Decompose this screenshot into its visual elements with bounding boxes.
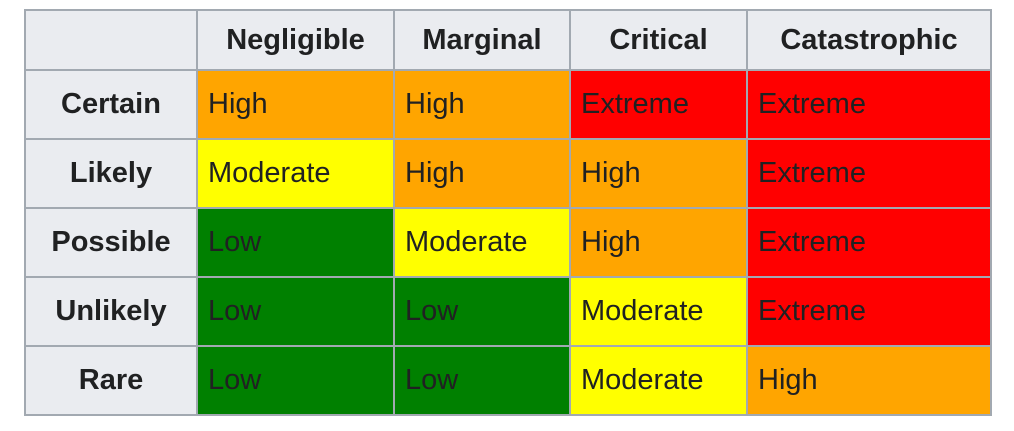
risk-cell: High [393,69,571,140]
matrix-row-possible: Possible Low Moderate High Extreme [24,207,992,278]
risk-matrix-table: Negligible Marginal Critical Catastrophi… [24,9,992,416]
row-label-possible: Possible [24,207,198,278]
risk-cell: High [196,69,395,140]
risk-cell: High [569,138,748,209]
risk-cell: Low [393,345,571,416]
row-label-unlikely: Unlikely [24,276,198,347]
risk-cell: High [393,138,571,209]
risk-cell: Moderate [569,345,748,416]
column-header-catastrophic: Catastrophic [746,9,992,71]
column-header-negligible: Negligible [196,9,395,71]
row-label-rare: Rare [24,345,198,416]
risk-cell: Moderate [569,276,748,347]
risk-cell: Extreme [746,276,992,347]
risk-cell: Low [196,276,395,347]
row-label-likely: Likely [24,138,198,209]
risk-cell: Moderate [393,207,571,278]
risk-cell: Low [393,276,571,347]
risk-cell: Low [196,207,395,278]
risk-cell: Extreme [746,138,992,209]
risk-cell: Moderate [196,138,395,209]
matrix-row-rare: Rare Low Low Moderate High [24,345,992,416]
matrix-row-certain: Certain High High Extreme Extreme [24,69,992,140]
matrix-row-likely: Likely Moderate High High Extreme [24,138,992,209]
risk-cell: High [569,207,748,278]
corner-cell [24,9,198,71]
risk-cell: High [746,345,992,416]
row-label-certain: Certain [24,69,198,140]
risk-cell: Extreme [569,69,748,140]
risk-cell: Extreme [746,69,992,140]
risk-cell: Extreme [746,207,992,278]
header-row: Negligible Marginal Critical Catastrophi… [24,9,992,71]
column-header-critical: Critical [569,9,748,71]
column-header-marginal: Marginal [393,9,571,71]
risk-cell: Low [196,345,395,416]
matrix-row-unlikely: Unlikely Low Low Moderate Extreme [24,276,992,347]
